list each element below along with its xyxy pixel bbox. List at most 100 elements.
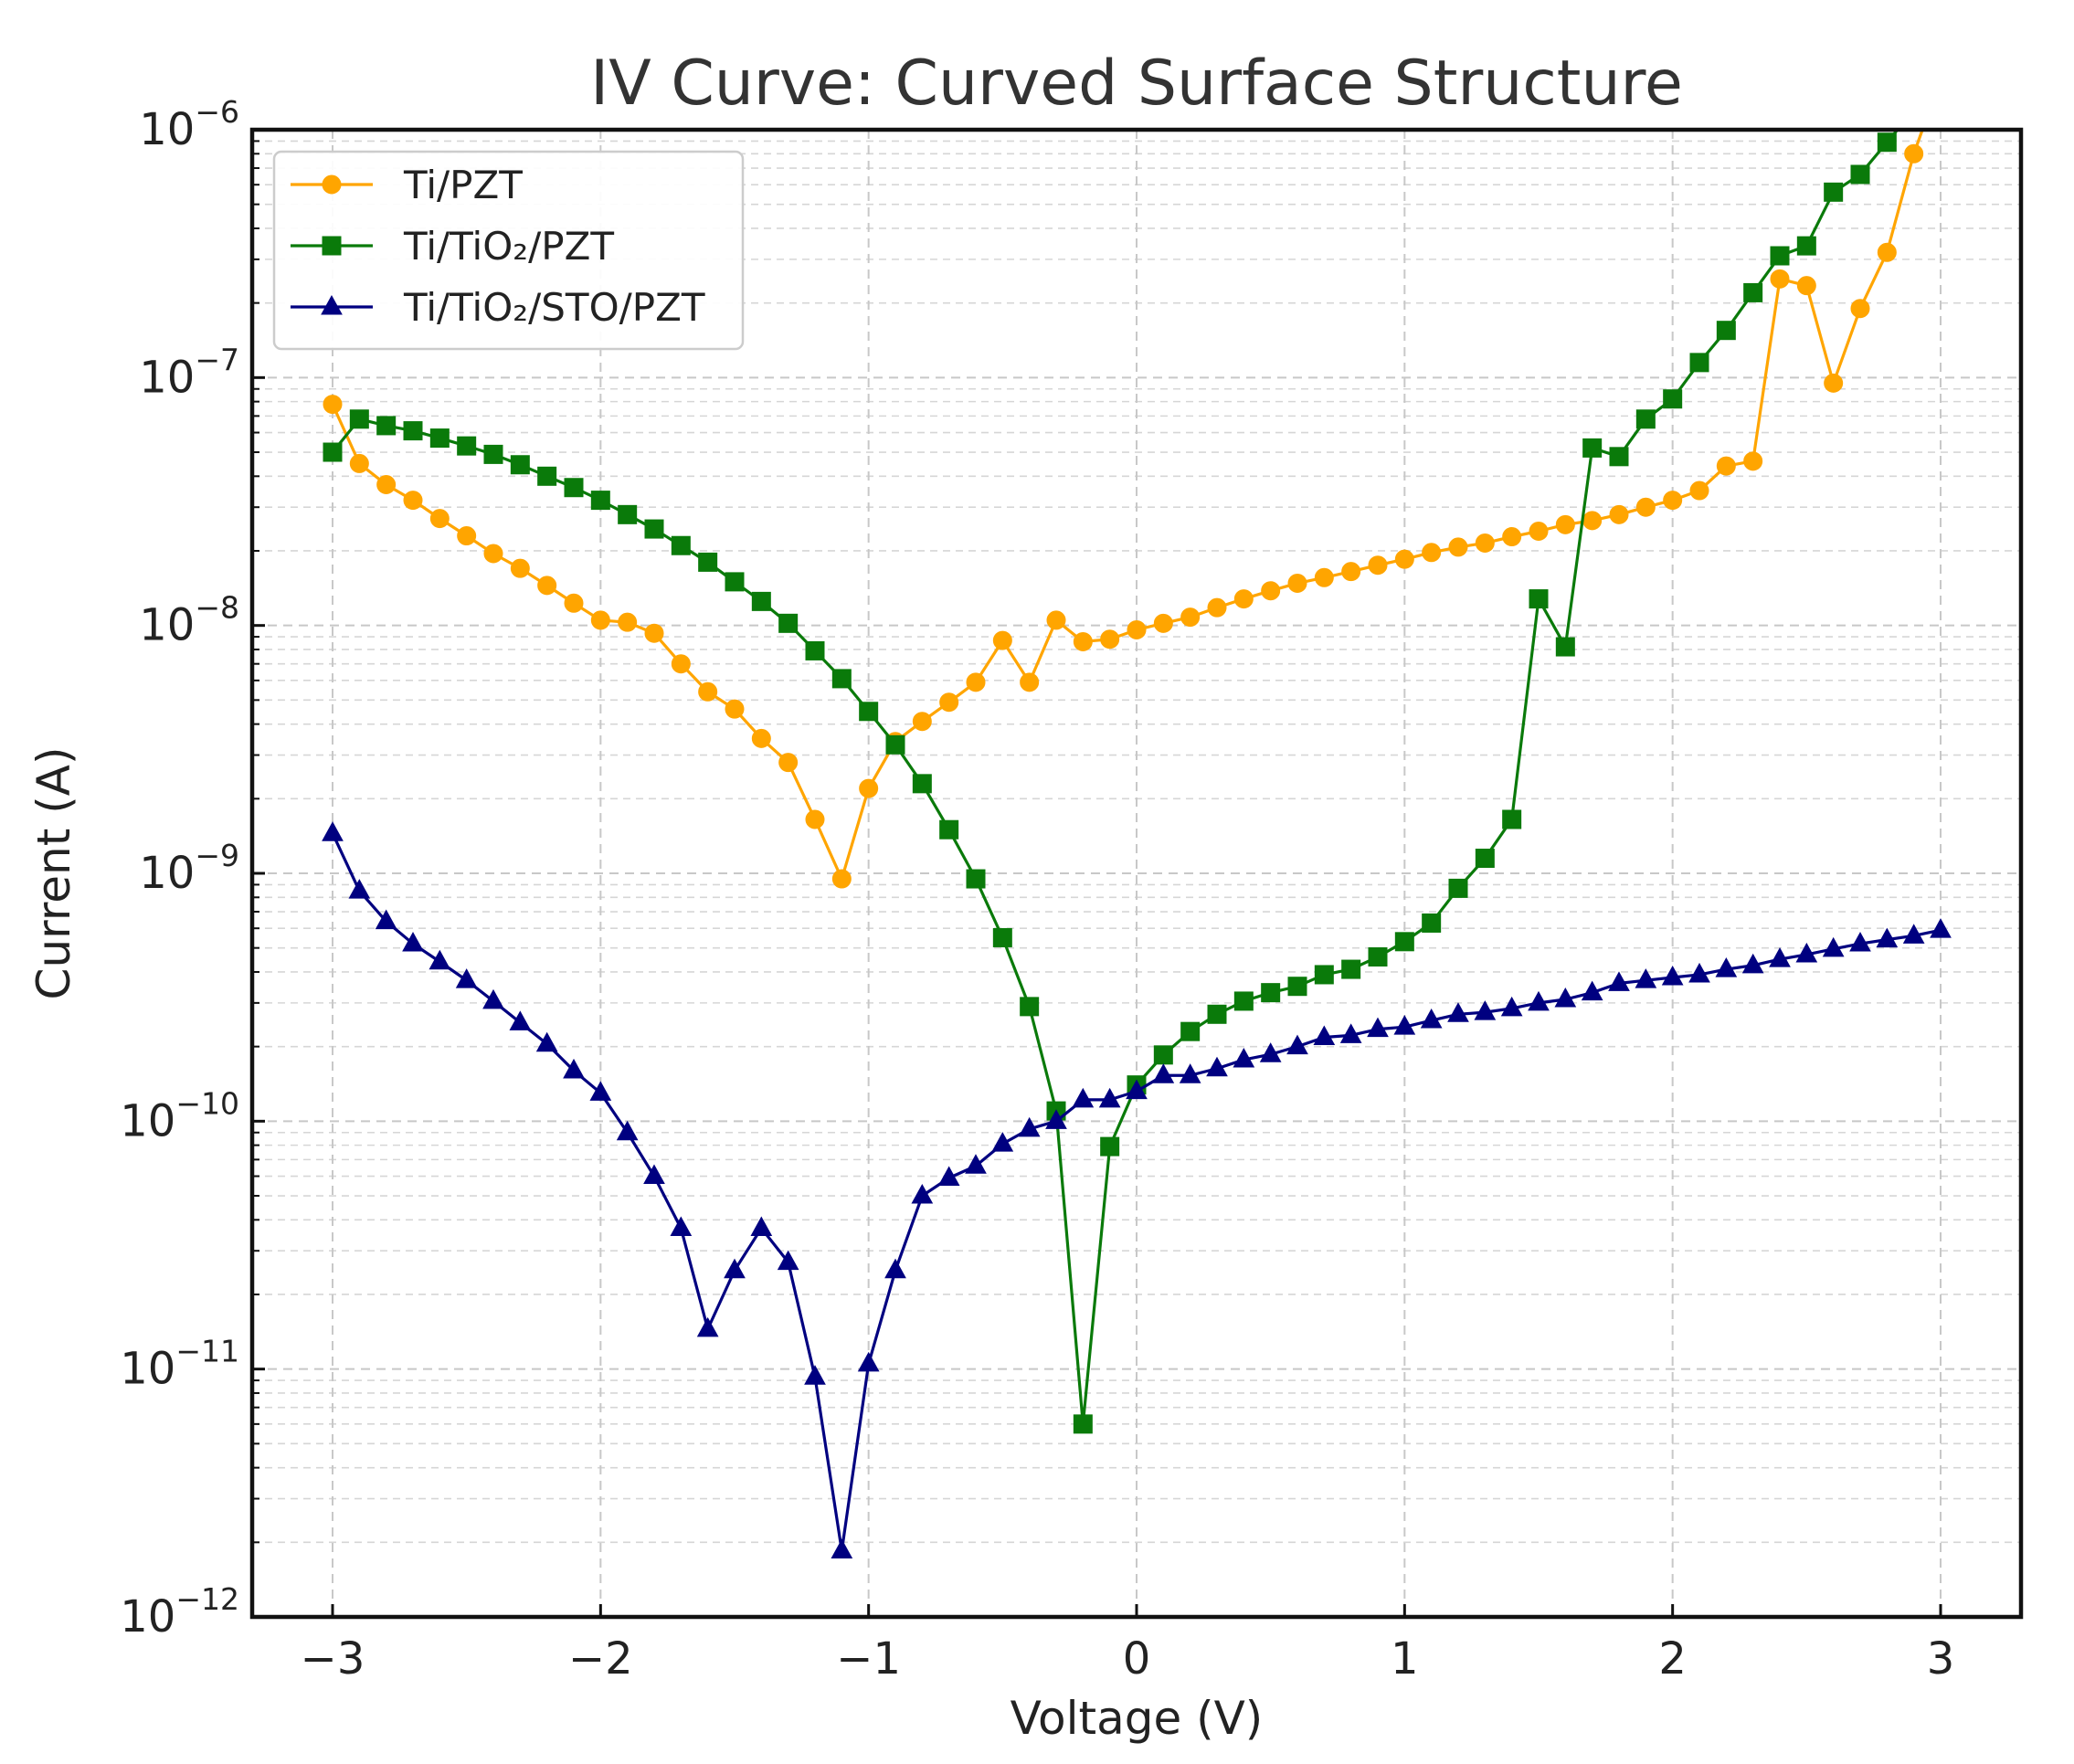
data-point [1904,143,1924,164]
data-point [1475,849,1495,869]
x-tick-label: −2 [568,1633,633,1685]
data-point [698,552,718,572]
data-point [1341,959,1361,979]
data-point [375,909,397,930]
data-point [1795,942,1818,963]
data-point [1207,1004,1227,1024]
data-point [992,927,1012,947]
data-point [966,869,986,889]
data-point [805,640,825,660]
data-point [991,1132,1014,1152]
x-tick-label: 0 [1123,1633,1151,1685]
data-point [483,544,503,564]
data-point [1153,1045,1173,1065]
data-point [455,968,478,988]
data-point [535,1031,558,1052]
legend-entry: Ti/TiO₂/PZT [291,224,614,269]
data-point [509,1010,532,1030]
y-tick-label: 10−11 [120,1334,239,1395]
data-point [1689,481,1709,501]
data-point [644,519,664,539]
data-point [457,436,477,456]
data-point [859,702,879,722]
legend-box [272,150,745,351]
x-tick-label: 3 [1927,1633,1955,1685]
data-point [1339,1023,1362,1043]
data-point [1635,409,1656,429]
chart-title: IV Curve: Curved Surface Structure [590,48,1683,120]
legend: Ti/PZT Ti/TiO₂/PZT Ti/TiO₂/STO/PZT [272,150,745,351]
data-point [1261,581,1281,601]
data-point [912,774,932,794]
data-point [1555,514,1575,534]
data-point [616,1120,639,1141]
legend-label: Ti/TiO₂/STO/PZT [403,285,705,330]
data-point [884,1258,906,1279]
data-point [589,1081,612,1101]
data-point [1314,567,1334,587]
data-point [402,932,424,952]
legend-label: Ti/TiO₂/PZT [403,224,614,269]
data-point [1528,990,1550,1011]
data-point [1741,953,1764,974]
data-point [618,612,638,632]
data-point [1529,522,1549,542]
data-point [1502,527,1522,547]
data-point [1474,1000,1497,1020]
data-point [831,1538,853,1559]
data-point [1582,511,1603,531]
data-series [322,130,1952,1559]
data-point [1661,965,1684,986]
data-point [965,1154,987,1174]
data-point [563,1058,585,1079]
x-tick-label: −1 [836,1633,901,1685]
data-point [1581,980,1603,1001]
data-point [1180,1021,1201,1041]
y-tick-label: 10−9 [139,838,239,899]
legend-swatch-marker [322,236,342,256]
data-point [939,819,959,840]
data-point [1233,991,1254,1011]
data-point [1902,924,1925,944]
data-point [1422,543,1442,563]
data-point [1046,610,1066,630]
data-point [1368,947,1388,967]
data-point [482,988,504,1009]
data-point [1555,637,1575,657]
data-point [1206,1056,1228,1077]
data-point [1930,918,1952,938]
data-point [1286,1034,1308,1055]
data-point [1716,456,1736,476]
data-point [1849,932,1871,952]
data-point [1045,1109,1067,1129]
data-point [1341,562,1361,582]
data-point [1635,497,1656,517]
data-point [349,409,369,429]
data-point [1877,132,1897,153]
data-point [1073,631,1093,651]
data-point [1179,1063,1201,1083]
legend-entry: Ti/PZT [291,163,523,207]
data-point [1500,996,1523,1017]
data-point [1126,1079,1148,1100]
data-point [1824,373,1844,393]
data-point [1420,1008,1443,1029]
data-point [751,591,771,611]
data-point [698,681,718,702]
data-point [618,504,638,524]
data-point [1233,589,1254,609]
data-point [857,1351,880,1372]
data-point [831,869,852,889]
data-point [564,593,584,613]
data-point [564,478,584,498]
data-point [483,444,503,464]
data-point [403,421,423,441]
data-point [1314,965,1334,985]
data-point [1877,242,1897,262]
data-point [724,1258,746,1279]
x-tick-label: 1 [1391,1633,1419,1685]
data-point [1393,1015,1416,1035]
data-point [1689,353,1709,373]
data-point [1180,607,1201,628]
